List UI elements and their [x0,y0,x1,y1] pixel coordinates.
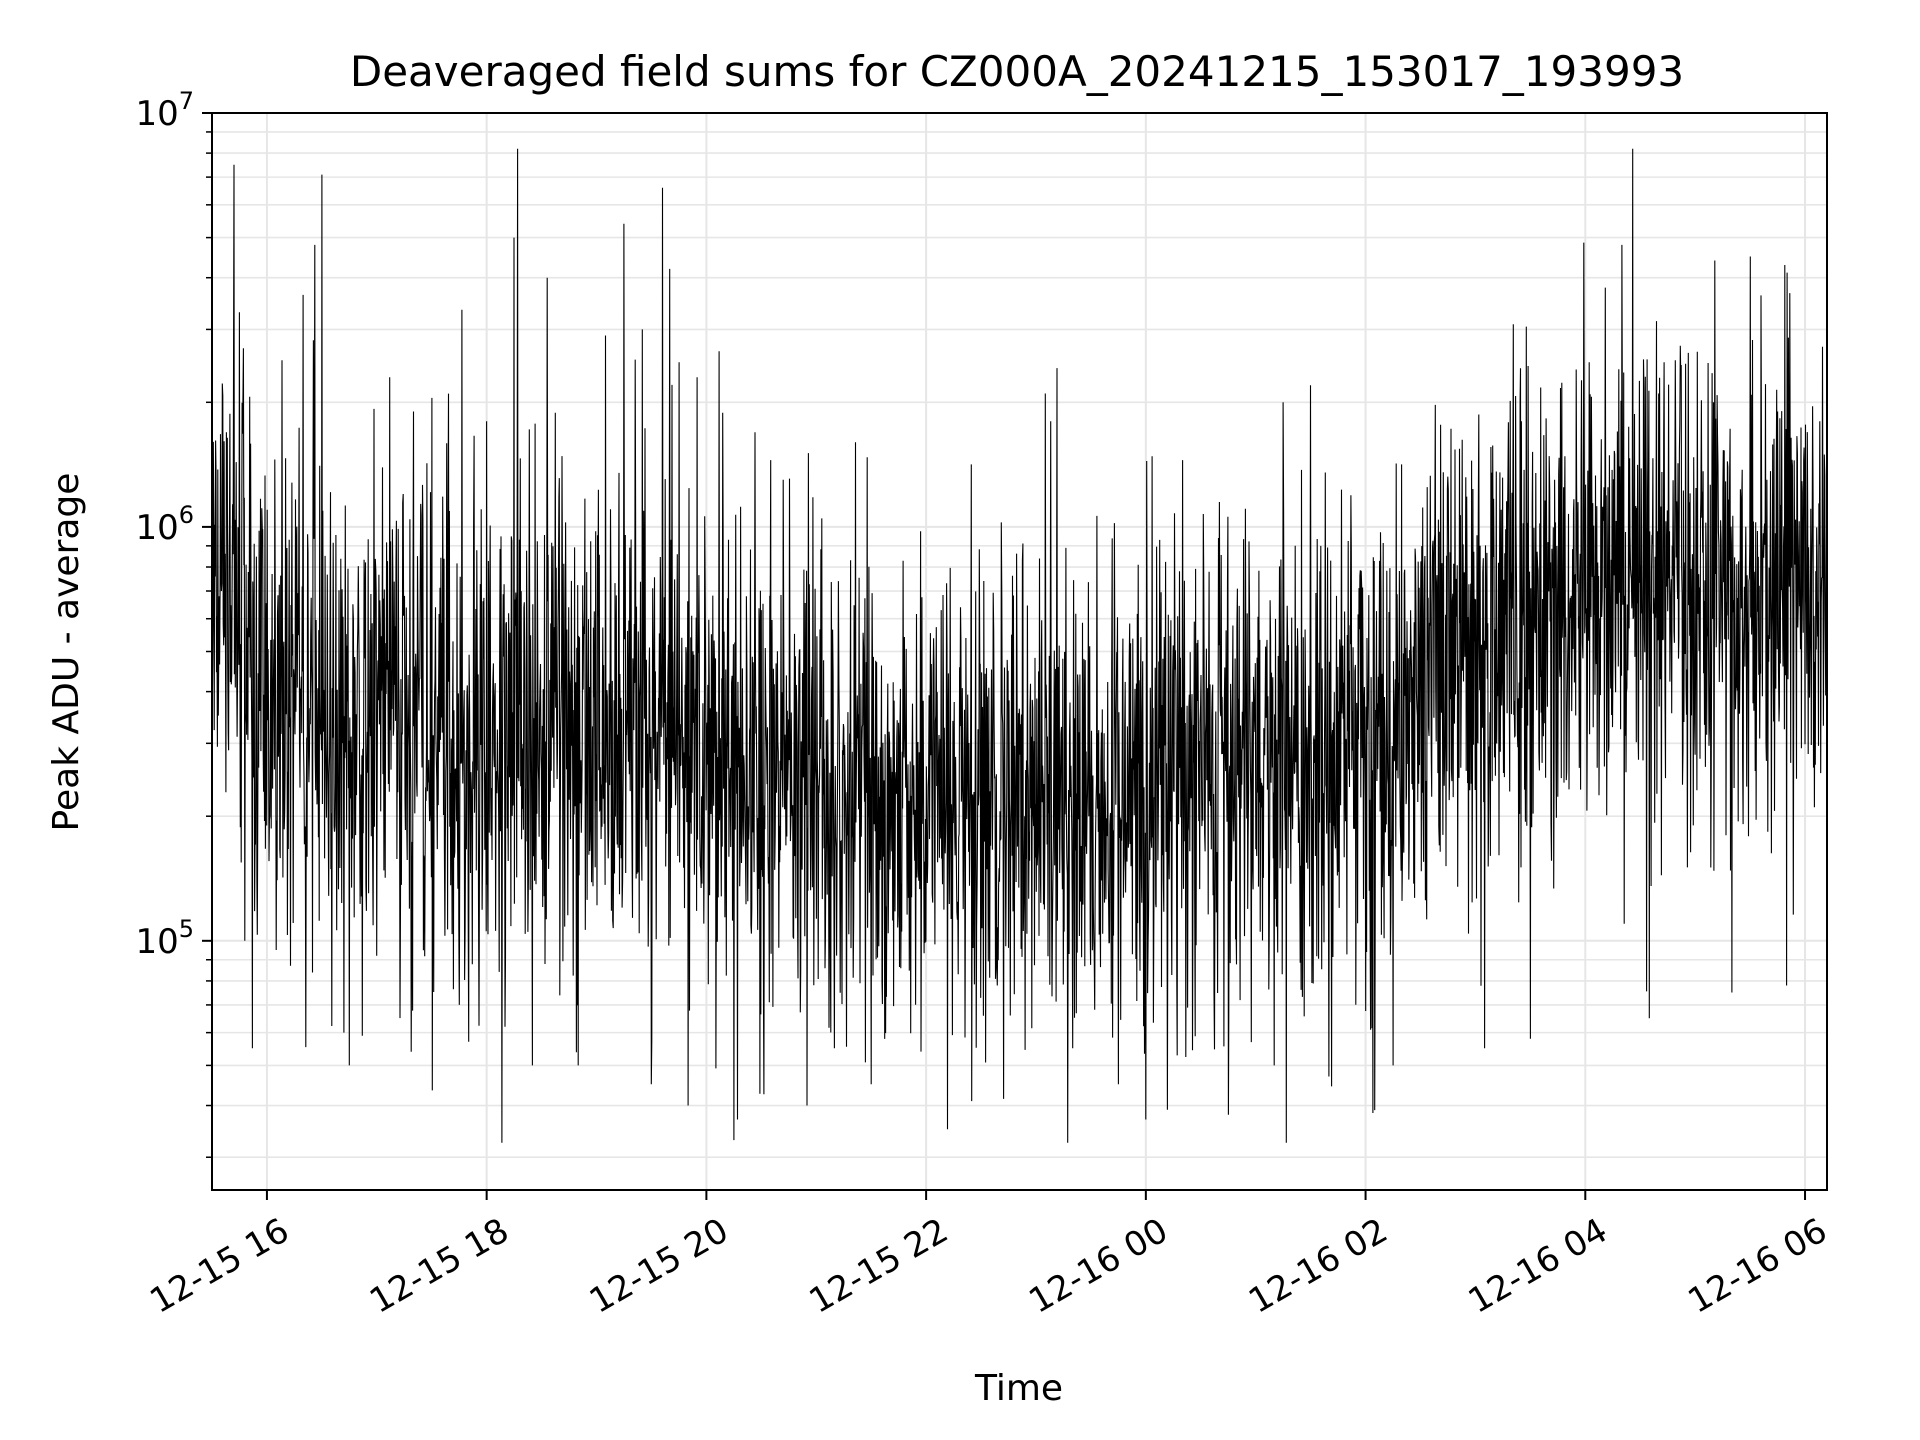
y-tick-label: 107 [135,87,194,134]
series-layer [211,148,1828,1143]
y-tick-label: 105 [135,915,194,962]
y-ticks: 105 106 107 [135,87,212,1158]
y-axis-label: Peak ADU - average [46,473,87,832]
chart-title: Deaveraged field sums for CZ000A_2024121… [350,47,1684,96]
y-tick-label: 106 [135,501,194,548]
x-axis-label: Time [974,1368,1063,1409]
series-line [211,148,1828,1143]
